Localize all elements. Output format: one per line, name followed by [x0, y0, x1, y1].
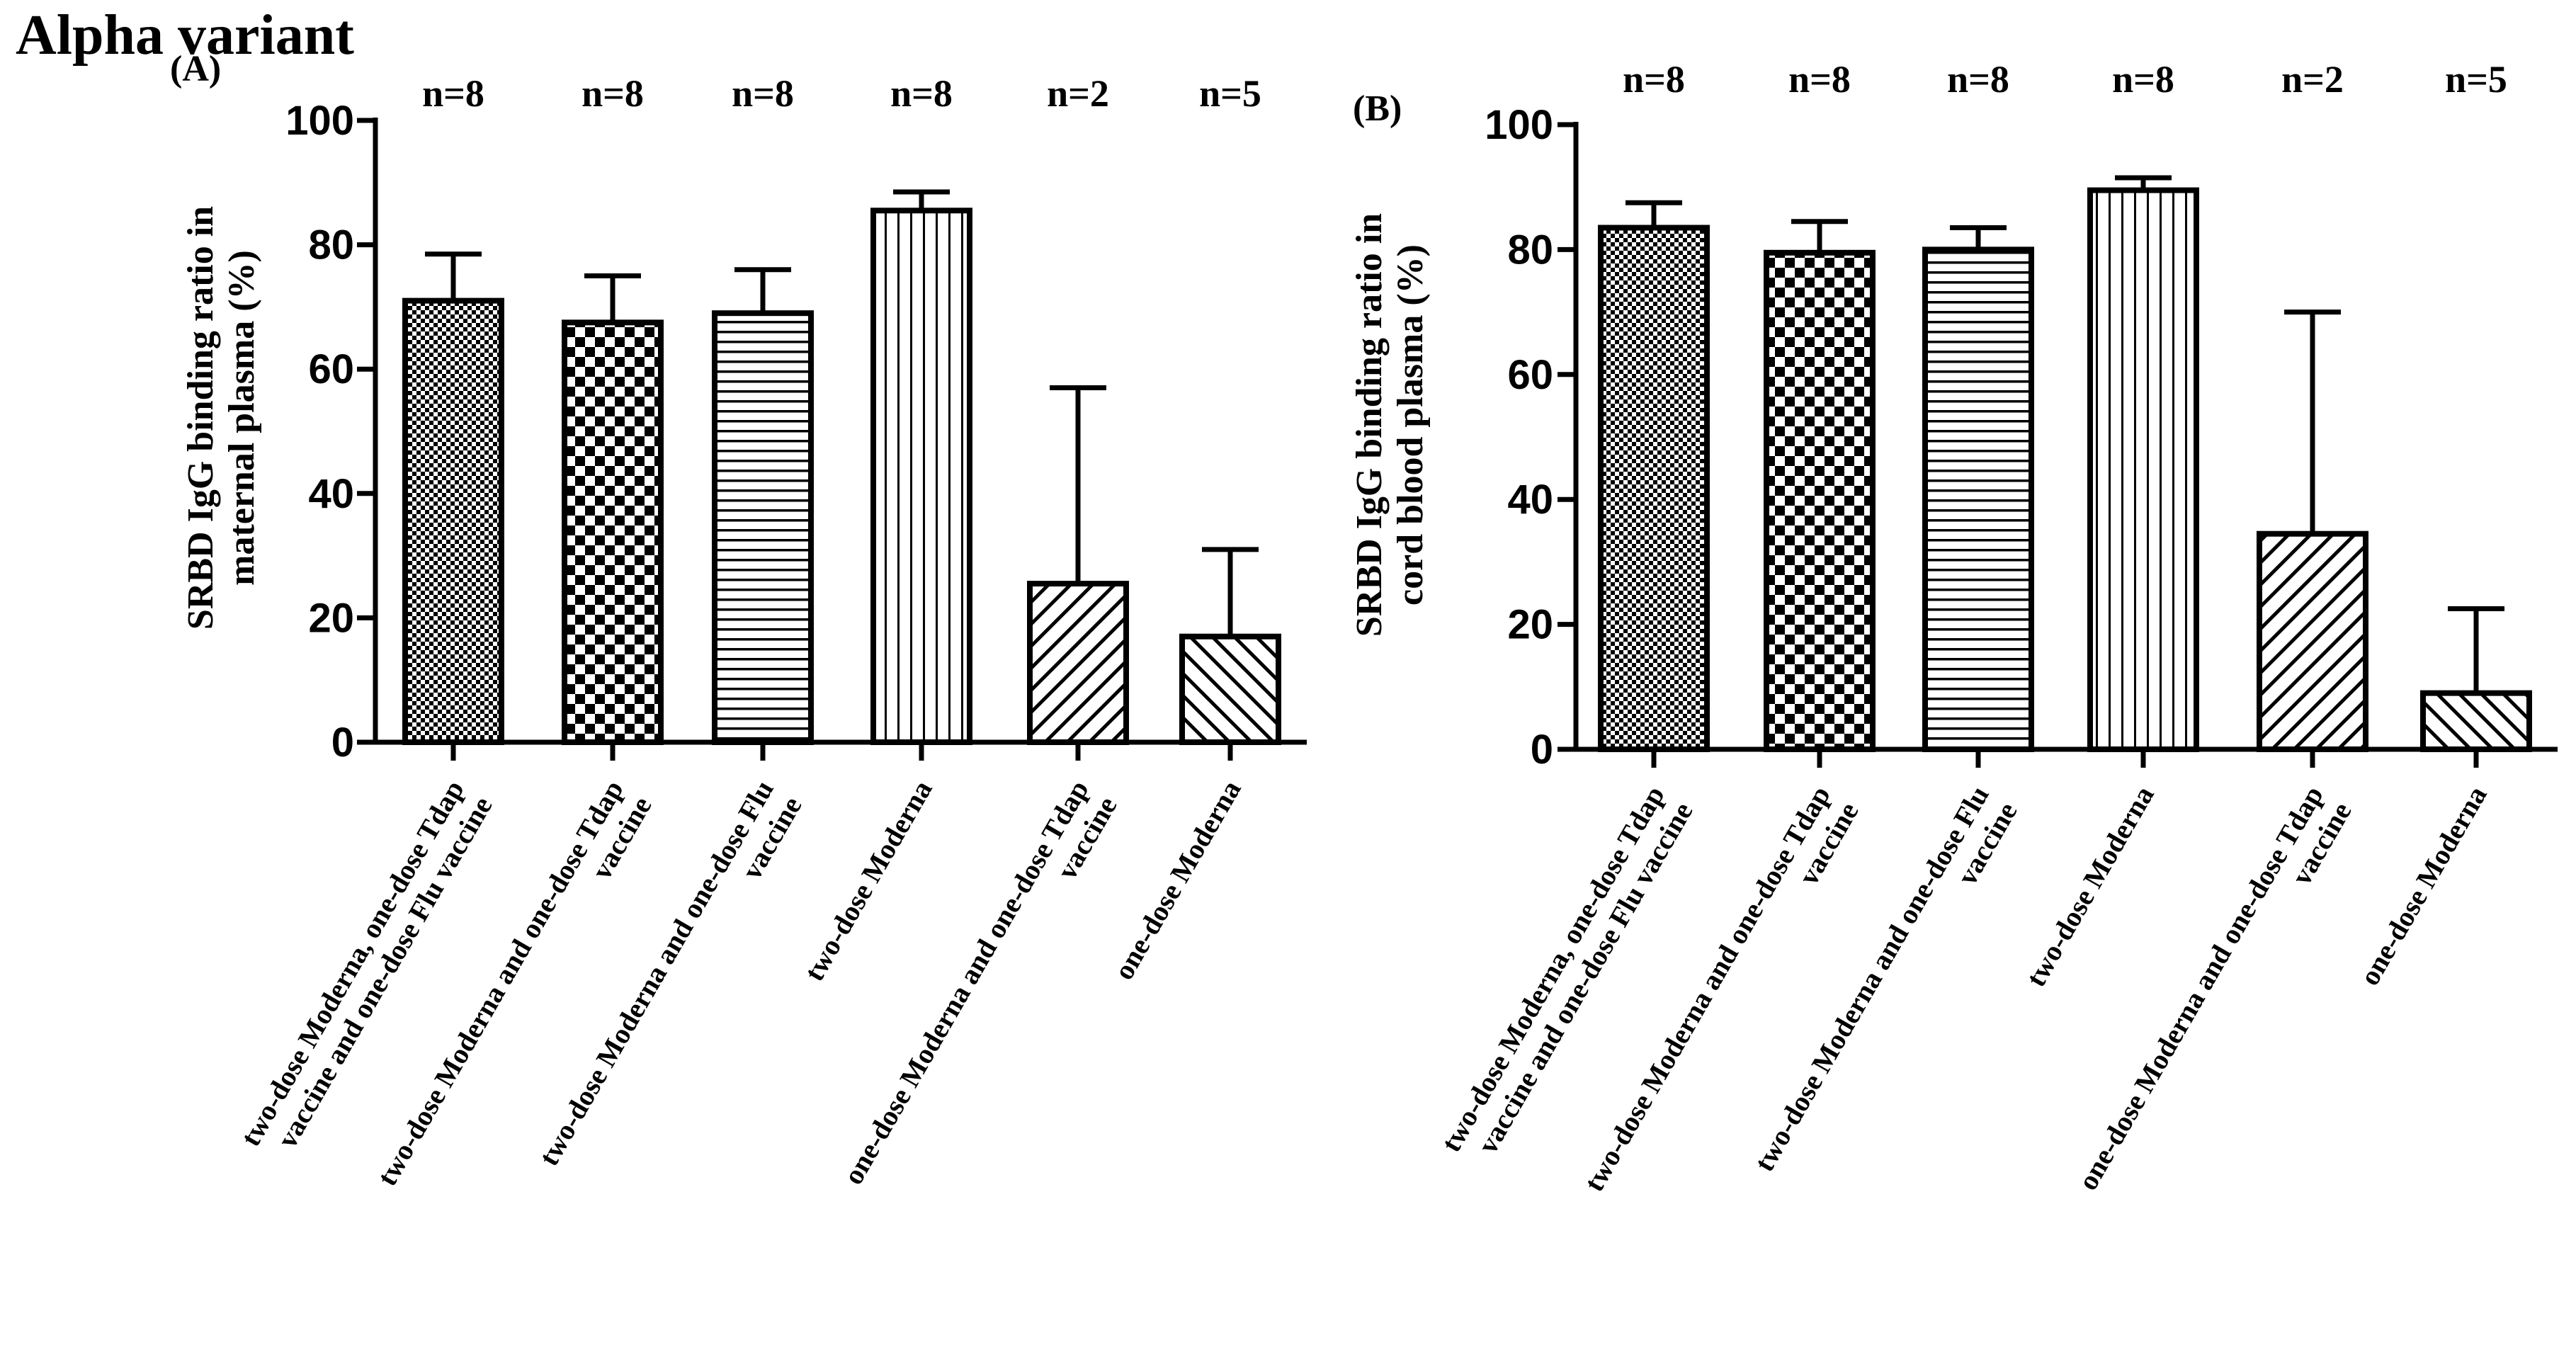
x-category-label: two-dose Moderna, one-dose Tdapvaccine a… [1435, 780, 1699, 1174]
panel-a: (A) SRBD IgG binding ratio inmaternal pla… [170, 49, 1307, 1191]
bar [1598, 225, 1710, 752]
y-axis-label-line: SRBD IgG binding ratio in [1349, 213, 1390, 637]
x-category-label-line: vaccine and one-dose Flu vaccine [271, 791, 498, 1153]
bar [1179, 633, 1281, 745]
n-label: n=8 [422, 72, 484, 115]
bar [2257, 530, 2368, 753]
x-category-label: two-dose Moderna [798, 775, 938, 987]
x-category-label-line: two-dose Moderna [2019, 780, 2160, 992]
x-category-label-line: one-dose Moderna [2354, 780, 2493, 991]
y-axis-label: SRBD IgG binding ratio inmaternal plasma… [181, 206, 262, 630]
y-tick-label: 0 [331, 720, 354, 766]
n-label: n=8 [890, 72, 953, 115]
y-axis-label-line: cord blood plasma (%) [1390, 244, 1431, 606]
bar [712, 310, 814, 745]
y-tick-label: 60 [1507, 352, 1553, 398]
bar [2087, 187, 2199, 752]
x-category-label: one-dose Moderna [1108, 775, 1247, 985]
bar [1027, 581, 1129, 745]
y-tick-label: 0 [1531, 727, 1553, 773]
x-category-label: one-dose Moderna [2354, 780, 2493, 991]
n-label: n=8 [1623, 58, 1685, 101]
bar [2420, 690, 2532, 752]
panel-label: (A) [170, 49, 221, 89]
y-tick-label: 20 [308, 595, 354, 641]
figure-title: Alpha variant [16, 4, 354, 67]
y-tick-label: 80 [308, 222, 354, 268]
x-category-label: two-dose Moderna [2019, 780, 2160, 992]
bar [402, 297, 504, 745]
y-tick-label: 100 [285, 98, 354, 144]
bar [562, 319, 664, 746]
bar [870, 208, 972, 745]
n-label: n=8 [1947, 58, 2009, 101]
x-category-label-line: vaccine and one-dose Flu vaccine [1471, 797, 1698, 1159]
x-category-label-line: one-dose Moderna [1108, 775, 1247, 985]
n-label: n=8 [1788, 58, 1851, 101]
y-tick-label: 40 [308, 471, 354, 517]
y-tick-label: 40 [1507, 477, 1553, 523]
y-tick-label: 60 [308, 346, 354, 392]
y-tick-label: 20 [1507, 602, 1553, 648]
n-label: n=8 [581, 72, 644, 115]
y-axis-label: SRBD IgG binding ratio incord blood plas… [1349, 213, 1431, 637]
n-label: n=5 [1199, 72, 1261, 115]
n-label: n=8 [2112, 58, 2174, 101]
n-label: n=5 [2445, 58, 2507, 101]
x-category-label: two-dose Moderna, one-dose Tdapvaccine a… [234, 775, 499, 1168]
y-tick-label: 100 [1485, 102, 1553, 148]
y-axis-label-line: maternal plasma (%) [222, 250, 262, 586]
y-tick-label: 80 [1507, 227, 1553, 273]
panel-b: (B) SRBD IgG binding ratio incord blood p… [1349, 58, 2558, 1197]
bar [1764, 249, 1876, 752]
x-category-label-line: two-dose Moderna [798, 775, 938, 987]
n-label: n=2 [1047, 72, 1109, 115]
bar [1922, 246, 2034, 752]
y-axis-label-line: SRBD IgG binding ratio in [181, 206, 221, 630]
n-label: n=2 [2281, 58, 2344, 101]
n-label: n=8 [732, 72, 794, 115]
panel-label: (B) [1353, 89, 1402, 129]
